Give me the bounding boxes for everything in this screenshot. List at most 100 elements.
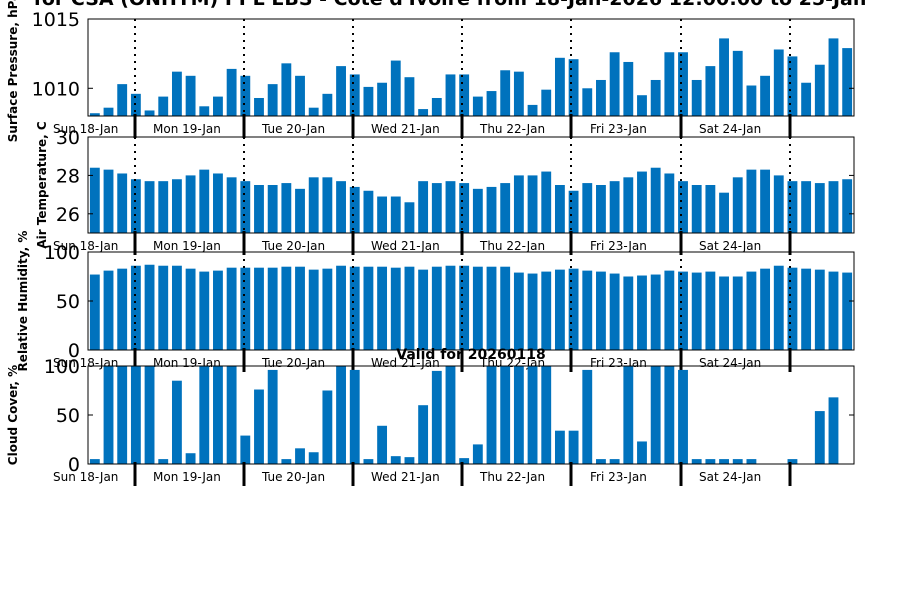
air-temperature-panel: 26 28 30 Air Temperature, C Sun 18-Jan Mon 19… (35, 121, 855, 255)
humidity-bar (513, 272, 524, 350)
cloud-cover-bar (281, 459, 292, 464)
humidity-bar (89, 274, 100, 350)
cloud-cover-bar (445, 366, 456, 464)
humidity-bar (527, 273, 538, 350)
humidity-bar (349, 266, 360, 350)
pressure-bar (814, 64, 825, 116)
temperature-bar (760, 169, 771, 233)
pressure-bar (582, 88, 593, 116)
humidity-bar (650, 274, 661, 350)
temperature-bar (267, 185, 278, 233)
temperature-bar (171, 179, 182, 233)
cloud-cover-bar (500, 366, 511, 464)
pressure-bar (486, 91, 497, 116)
humidity-day-label: Tue 20-Jan (261, 356, 325, 370)
temperature-bar (513, 175, 524, 233)
pressure-y-axis-label: Surface Pressure, hPa (6, 0, 20, 142)
pressure-bar (336, 66, 346, 116)
pressure-bar (596, 79, 606, 116)
humidity-bar (678, 271, 688, 350)
pressure-bar (678, 52, 688, 116)
humidity-bar (814, 269, 825, 350)
cloud-cover-day-label: Mon 19-Jan (153, 470, 221, 484)
humidity-bar (336, 265, 346, 350)
temperature-y-tick-label: 30 (56, 127, 80, 149)
pressure-bar (719, 38, 729, 116)
temperature-bar (431, 183, 442, 233)
temperature-bar (486, 186, 497, 233)
temperature-y-tick-label: 28 (56, 165, 80, 187)
humidity-bar (787, 267, 798, 350)
pressure-y-tick-label: 1015 (32, 9, 80, 31)
humidity-bar (308, 269, 319, 350)
cloud-cover-bar (171, 380, 182, 464)
cloud-cover-bar (609, 459, 620, 464)
cloud-cover-bar (431, 370, 442, 464)
cloud-cover-bar (568, 430, 579, 464)
temperature-day-label: Wed 21-Jan (371, 239, 440, 253)
humidity-bar (596, 271, 606, 350)
temperature-day-label: Thu 22-Jan (479, 239, 545, 253)
cloud-cover-day-label: Sat 24-Jan (699, 470, 761, 484)
figure-title: for CSA (ONHYM) PPL EBS - Cote d'Ivoire … (34, 0, 867, 10)
cloud-cover-bar (213, 366, 223, 464)
cloud-cover-bar (814, 411, 825, 464)
temperature-bar (527, 175, 538, 233)
temperature-bar (650, 167, 661, 233)
pressure-bar (103, 107, 114, 116)
temperature-bar (472, 188, 483, 233)
temperature-bar (89, 167, 100, 233)
temperature-bar (746, 169, 757, 233)
pressure-bar (459, 74, 470, 116)
temperature-bar (459, 183, 470, 233)
humidity-bar (554, 269, 565, 350)
cloud-cover-bar (637, 441, 647, 464)
pressure-bar (254, 97, 264, 116)
temperature-bar (814, 183, 825, 233)
temperature-bar (336, 181, 346, 233)
cloud-cover-day-label: Fri 23-Jan (590, 470, 647, 484)
pressure-bar (500, 70, 511, 116)
cloud-cover-bar (691, 459, 702, 464)
pressure-bar (842, 48, 853, 116)
humidity-bar (404, 266, 415, 350)
temperature-bar (308, 177, 319, 233)
pressure-bar (418, 109, 429, 116)
pressure-day-label: Thu 22-Jan (479, 122, 545, 136)
temperature-bar (842, 179, 853, 233)
pressure-bar (650, 79, 661, 116)
temperature-bar (158, 181, 169, 233)
temperature-bar (773, 175, 784, 233)
temperature-bar (103, 169, 114, 233)
humidity-bar (719, 276, 729, 350)
pressure-bar (199, 106, 210, 116)
pressure-bar (664, 52, 675, 116)
pressure-bar (295, 75, 305, 116)
humidity-bar (117, 268, 128, 350)
pressure-bar (691, 79, 702, 116)
humidity-y-tick-label: 100 (44, 242, 80, 264)
pressure-bar (760, 75, 771, 116)
pressure-bar (541, 89, 552, 116)
humidity-bar (130, 265, 141, 350)
temperature-day-label: Sun 18-Jan (53, 239, 118, 253)
cloud-cover-bar (89, 459, 100, 464)
cloud-cover-bar (828, 397, 839, 464)
humidity-bar (486, 266, 497, 350)
temperature-bar (609, 181, 620, 233)
humidity-bar (226, 267, 237, 350)
humidity-bar (773, 265, 784, 350)
humidity-y-axis-label: Relative Humidity, % (16, 231, 30, 372)
temperature-bar (691, 185, 702, 233)
humidity-day-label: Mon 19-Jan (153, 356, 221, 370)
humidity-bar (623, 276, 634, 350)
humidity-bar (541, 271, 552, 350)
cloud-cover-y-tick-label: 50 (56, 405, 80, 427)
pressure-bar (377, 82, 388, 116)
humidity-bar (144, 264, 155, 350)
temperature-bar (404, 202, 415, 233)
humidity-bar (828, 271, 839, 350)
humidity-bar (459, 265, 470, 350)
temperature-bar (295, 188, 305, 233)
cloud-cover-bar (705, 459, 716, 464)
